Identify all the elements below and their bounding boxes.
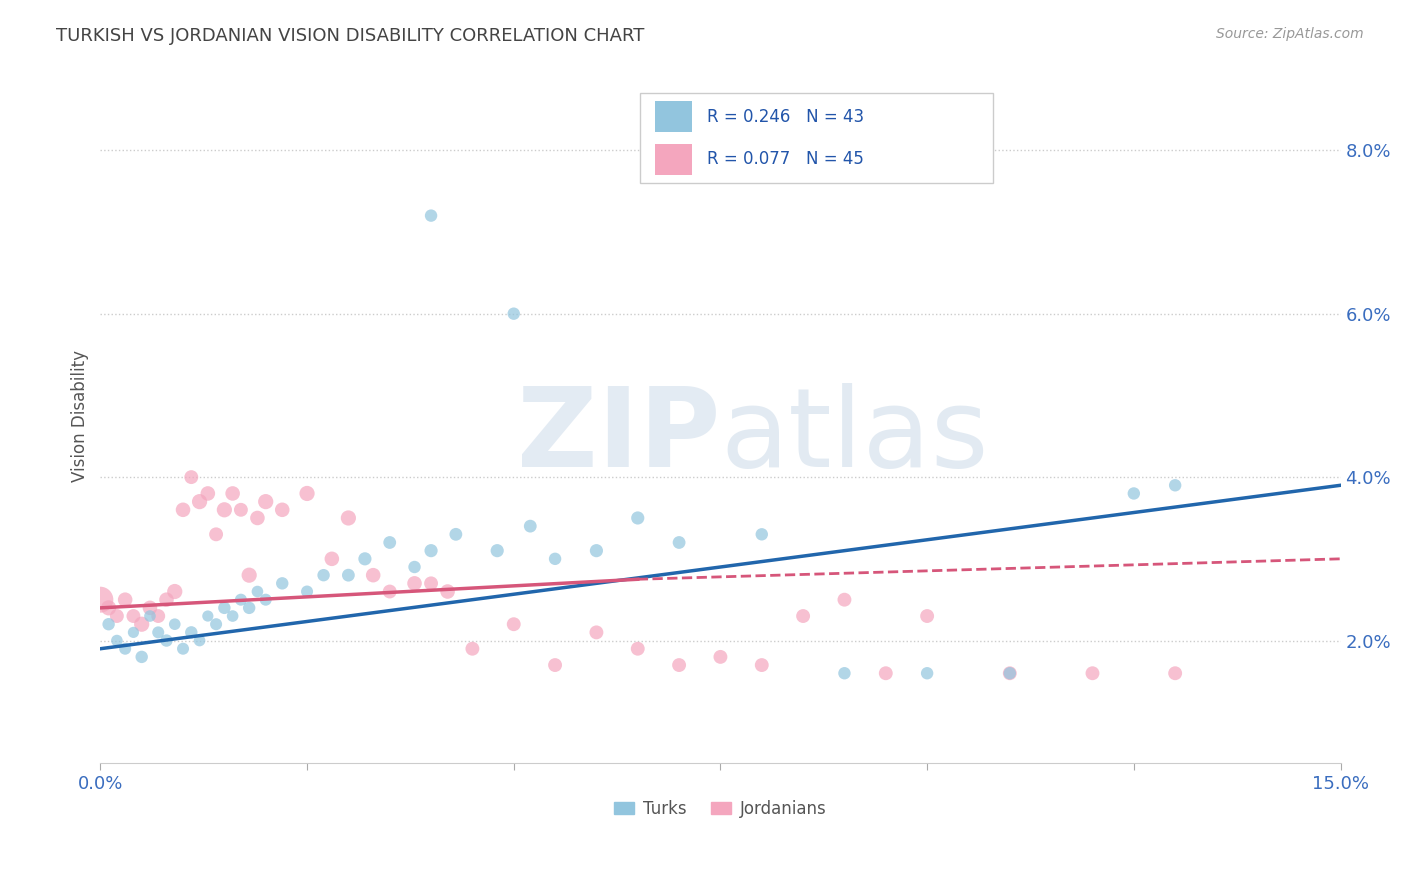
Point: [229, 592, 252, 607]
Point: [172, 503, 194, 517]
Text: R = 0.246   N = 43: R = 0.246 N = 43: [707, 108, 863, 126]
Point: [404, 576, 426, 591]
Point: [114, 592, 136, 607]
Text: Source: ZipAtlas.com: Source: ZipAtlas.com: [1216, 27, 1364, 41]
Point: [180, 625, 202, 640]
Point: [915, 666, 938, 681]
Point: [205, 617, 228, 632]
Point: [295, 584, 318, 599]
Point: [792, 609, 814, 624]
Point: [420, 576, 443, 591]
Point: [1164, 666, 1187, 681]
Point: [998, 666, 1021, 681]
Point: [436, 584, 458, 599]
Point: [544, 658, 567, 673]
Point: [114, 641, 136, 656]
Point: [420, 209, 443, 223]
Text: atlas: atlas: [720, 384, 988, 491]
Point: [321, 551, 343, 566]
Point: [502, 617, 524, 632]
Point: [131, 649, 153, 664]
Point: [221, 609, 243, 624]
Point: [229, 503, 252, 517]
Legend: Turks, Jordanians: Turks, Jordanians: [607, 793, 834, 824]
Point: [295, 486, 318, 500]
Point: [122, 625, 145, 640]
Point: [751, 527, 773, 541]
Point: [205, 527, 228, 541]
Point: [915, 609, 938, 624]
Point: [420, 543, 443, 558]
Point: [97, 600, 120, 615]
Point: [875, 666, 897, 681]
Text: R = 0.077   N = 45: R = 0.077 N = 45: [707, 150, 863, 169]
Point: [668, 535, 690, 549]
Point: [502, 307, 524, 321]
Point: [378, 535, 401, 549]
Point: [214, 600, 236, 615]
Point: [998, 666, 1021, 681]
Point: [312, 568, 335, 582]
Point: [378, 584, 401, 599]
Point: [668, 658, 690, 673]
Point: [1164, 478, 1187, 492]
Point: [585, 625, 607, 640]
Point: [105, 633, 128, 648]
Point: [461, 641, 484, 656]
Point: [163, 584, 186, 599]
Text: TURKISH VS JORDANIAN VISION DISABILITY CORRELATION CHART: TURKISH VS JORDANIAN VISION DISABILITY C…: [56, 27, 644, 45]
Point: [834, 592, 856, 607]
Point: [404, 560, 426, 574]
Point: [221, 486, 243, 500]
Point: [709, 649, 731, 664]
Point: [89, 592, 111, 607]
Point: [486, 543, 509, 558]
Point: [155, 633, 177, 648]
Text: ZIP: ZIP: [517, 384, 720, 491]
Point: [180, 470, 202, 484]
Point: [354, 551, 377, 566]
Point: [163, 617, 186, 632]
Point: [214, 503, 236, 517]
Point: [238, 568, 260, 582]
Point: [1122, 486, 1144, 500]
Point: [197, 609, 219, 624]
Point: [97, 617, 120, 632]
Point: [139, 609, 162, 624]
Point: [131, 617, 153, 632]
Point: [246, 584, 269, 599]
Point: [1081, 666, 1104, 681]
Point: [139, 600, 162, 615]
Point: [627, 511, 650, 525]
Bar: [655, 144, 692, 175]
Point: [337, 511, 360, 525]
Point: [148, 625, 170, 640]
Point: [188, 633, 211, 648]
Point: [155, 592, 177, 607]
Point: [122, 609, 145, 624]
Point: [172, 641, 194, 656]
Point: [444, 527, 467, 541]
Bar: [655, 101, 692, 132]
Point: [105, 609, 128, 624]
Y-axis label: Vision Disability: Vision Disability: [72, 350, 89, 482]
Point: [254, 592, 277, 607]
Point: [519, 519, 541, 533]
Point: [627, 641, 650, 656]
Point: [238, 600, 260, 615]
Point: [254, 494, 277, 508]
Point: [585, 543, 607, 558]
Point: [751, 658, 773, 673]
FancyBboxPatch shape: [640, 93, 993, 183]
Point: [834, 666, 856, 681]
Point: [246, 511, 269, 525]
Point: [271, 503, 294, 517]
Point: [337, 568, 360, 582]
Point: [197, 486, 219, 500]
Point: [544, 551, 567, 566]
Point: [188, 494, 211, 508]
Point: [361, 568, 384, 582]
Point: [271, 576, 294, 591]
Point: [148, 609, 170, 624]
